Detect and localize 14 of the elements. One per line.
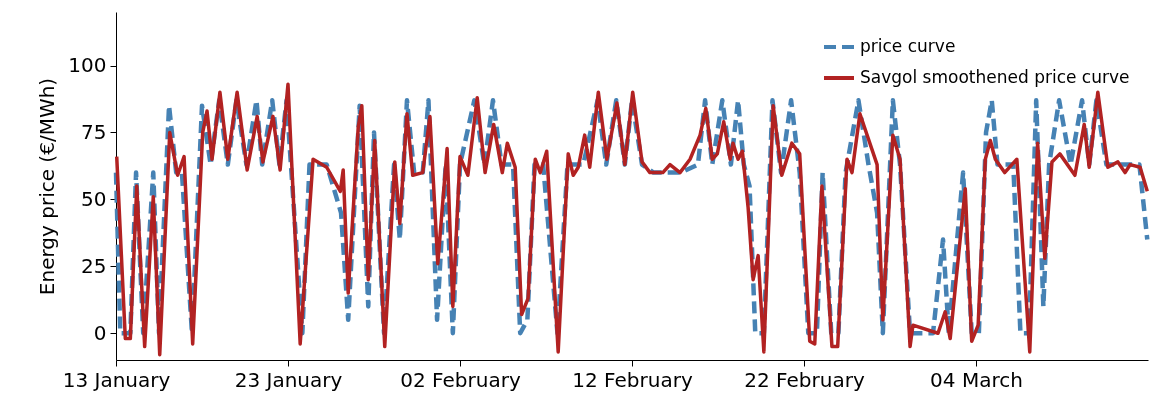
legend-label: price curve (860, 36, 956, 56)
y-tick-label: 100 (68, 53, 107, 78)
y-tick-label: 0 (93, 320, 107, 345)
y-tick-label: 75 (81, 119, 107, 144)
x-tick-label: 02 February (400, 367, 521, 392)
x-tick-label: 22 February (744, 367, 865, 392)
x-tick-label: 23 January (234, 367, 343, 392)
x-tick-label: 13 January (62, 367, 171, 392)
y-tick-label: 25 (81, 253, 107, 278)
legend-label: Savgol smoothened price curve (860, 67, 1130, 87)
y-axis-title: Energy price (€/MWh) (35, 77, 60, 296)
y-tick-label: 50 (81, 186, 107, 211)
x-tick-label: 04 March (930, 367, 1023, 392)
x-tick-label: 12 February (572, 367, 693, 392)
